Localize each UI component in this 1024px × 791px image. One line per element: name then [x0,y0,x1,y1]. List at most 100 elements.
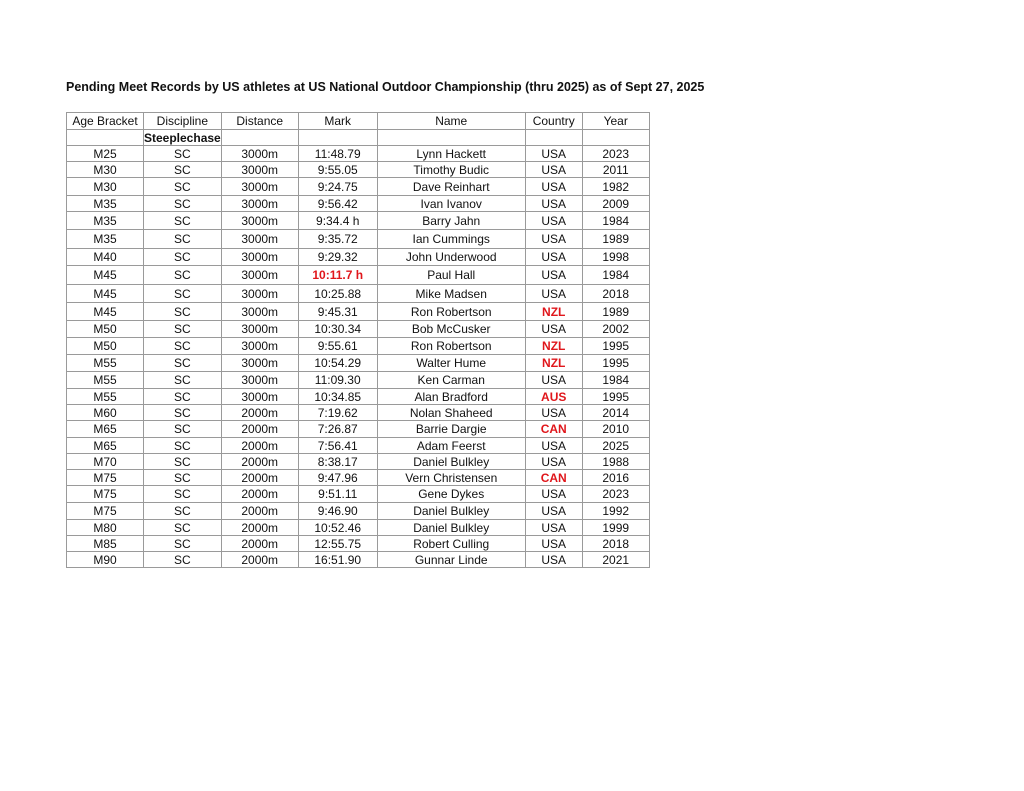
cell [220,129,299,146]
cell-discipline: SC [143,519,222,536]
cell-year: 2016 [581,469,650,486]
header-distance: Distance [220,112,299,130]
cell-name: John Underwood [376,248,526,266]
cell-distance: 2000m [220,519,299,536]
header-age-bracket: Age Bracket [66,112,144,130]
cell-discipline: SC [143,420,222,438]
cell-name: Walter Hume [376,354,526,372]
cell-distance: 3000m [220,248,299,266]
cell-mark: 11:09.30 [297,371,378,389]
table-row: M60 SC 2000m 7:19.62 Nolan Shaheed USA 2014 [66,404,650,421]
cell-year: 1995 [581,337,650,355]
cell-mark: 10:54.29 [297,354,378,372]
cell-age-bracket: M50 [66,337,144,355]
cell-age-bracket: M25 [66,145,144,162]
cell-country: USA [524,519,583,536]
cell [297,129,378,146]
cell-mark: 7:26.87 [297,420,378,438]
cell-country: NZL [524,337,583,355]
cell-name: Ian Cummings [376,229,526,249]
cell-country: CAN [524,469,583,486]
cell-name: Adam Feerst [376,437,526,454]
cell-discipline: SC [143,453,222,470]
cell-discipline: SC [143,145,222,162]
cell [66,129,144,146]
cell-mark: 10:52.46 [297,519,378,536]
table-row: M65 SC 2000m 7:56.41 Adam Feerst USA 2025 [66,437,650,454]
cell-distance: 3000m [220,145,299,162]
cell-mark: 9:47.96 [297,469,378,486]
cell-mark: 9:35.72 [297,229,378,249]
cell-name: Paul Hall [376,265,526,285]
table-row: M65 SC 2000m 7:26.87 Barrie Dargie CAN 2010 [66,420,650,438]
cell-country: CAN [524,420,583,438]
cell-distance: 3000m [220,177,299,196]
cell-year: 1989 [581,302,650,321]
cell-age-bracket: M35 [66,195,144,212]
cell-mark: 9:51.11 [297,485,378,503]
cell-distance: 2000m [220,469,299,486]
cell-distance: 3000m [220,211,299,230]
cell-mark: 9:29.32 [297,248,378,266]
table-row: M75 SC 2000m 9:47.96 Vern Christensen CAN 2016 [66,469,650,486]
cell-age-bracket: M55 [66,388,144,405]
cell-name: Ken Carman [376,371,526,389]
cell-discipline: SC [143,437,222,454]
table-row: M75 SC 2000m 9:46.90 Daniel Bulkley USA 1992 [66,502,650,520]
cell-age-bracket: M70 [66,453,144,470]
cell-age-bracket: M65 [66,420,144,438]
cell-year: 1998 [581,248,650,266]
table-row: M25 SC 3000m 11:48.79 Lynn Hackett USA 2023 [66,145,650,162]
cell-country: USA [524,485,583,503]
records-table: Age Bracket Discipline Distance Mark Nam… [66,112,650,568]
table-row: M70 SC 2000m 8:38.17 Daniel Bulkley USA 1988 [66,453,650,470]
cell-mark: 10:25.88 [297,284,378,303]
cell-country: USA [524,437,583,454]
cell-distance: 2000m [220,502,299,520]
cell-year: 1984 [581,211,650,230]
cell-discipline: SC [143,320,222,338]
cell-country: USA [524,145,583,162]
section-row: Steeplechase [66,129,650,146]
cell-country: USA [524,265,583,285]
cell-discipline: SC [143,302,222,321]
cell-name: Gunnar Linde [376,551,526,568]
cell-year: 2014 [581,404,650,421]
table-row: M40 SC 3000m 9:29.32 John Underwood USA 1998 [66,248,650,266]
cell-name: Barry Jahn [376,211,526,230]
cell-year: 2010 [581,420,650,438]
cell-age-bracket: M30 [66,177,144,196]
table-row: M55 SC 3000m 11:09.30 Ken Carman USA 1984 [66,371,650,389]
cell-name: Vern Christensen [376,469,526,486]
cell-name: Daniel Bulkley [376,519,526,536]
cell-discipline: SC [143,177,222,196]
cell-age-bracket: M75 [66,502,144,520]
cell-age-bracket: M45 [66,284,144,303]
cell-age-bracket: M50 [66,320,144,338]
cell-country: USA [524,284,583,303]
cell-distance: 3000m [220,371,299,389]
cell-age-bracket: M45 [66,302,144,321]
cell-country: USA [524,453,583,470]
cell-distance: 3000m [220,337,299,355]
cell-distance: 3000m [220,229,299,249]
cell-year: 1984 [581,371,650,389]
cell-distance: 2000m [220,485,299,503]
cell-country: USA [524,248,583,266]
cell-year: 1989 [581,229,650,249]
cell-discipline: SC [143,551,222,568]
table-row: M35 SC 3000m 9:35.72 Ian Cummings USA 1989 [66,229,650,249]
cell-discipline: SC [143,229,222,249]
cell-distance: 2000m [220,437,299,454]
cell-distance: 3000m [220,388,299,405]
cell-age-bracket: M40 [66,248,144,266]
cell-discipline: SC [143,161,222,178]
cell [376,129,526,146]
cell-mark: 10:30.34 [297,320,378,338]
cell-country: USA [524,229,583,249]
cell-mark: 11:48.79 [297,145,378,162]
cell-mark: 9:45.31 [297,302,378,321]
cell-age-bracket: M90 [66,551,144,568]
cell-distance: 3000m [220,302,299,321]
page-title: Pending Meet Records by US athletes at U… [66,80,705,94]
